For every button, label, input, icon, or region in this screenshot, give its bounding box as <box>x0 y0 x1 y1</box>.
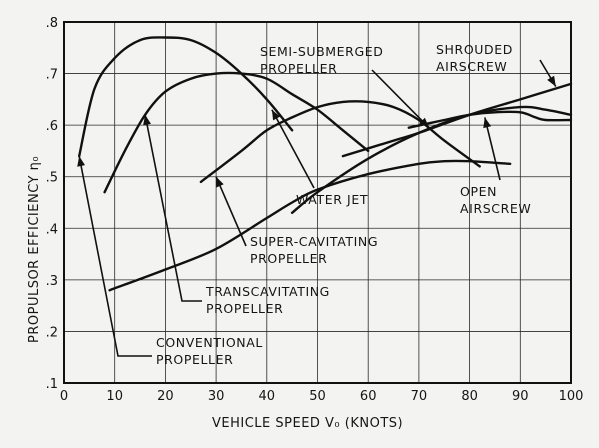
x-tick-label: 90 <box>512 389 529 404</box>
annotation-leader <box>144 114 202 302</box>
annotation-conventional-propeller: CONVENTIONAL PROPELLER <box>156 335 263 367</box>
y-tick-label: .1 <box>46 377 58 392</box>
y-tick-label: .8 <box>46 16 58 31</box>
annotation-arrowhead <box>547 75 556 87</box>
y-tick-label: .6 <box>46 119 58 134</box>
x-tick-label: 30 <box>208 389 225 404</box>
x-tick-label: 40 <box>259 389 276 404</box>
plot-frame <box>63 21 572 384</box>
annotation-arrowhead <box>216 176 224 188</box>
y-tick-label: .3 <box>46 274 58 289</box>
series-curves <box>78 36 573 292</box>
annotation-leader <box>484 117 501 181</box>
x-tick-label: 0 <box>60 389 68 404</box>
annotation-transcavitating-propeller: TRANSCAVITATING PROPELLER <box>205 284 330 316</box>
x-tick-label: 10 <box>106 389 123 404</box>
y-tick-label: .7 <box>46 68 58 83</box>
x-axis-label: VEHICLE SPEED V₀ (KNOTS) <box>212 416 403 431</box>
series-line-conventional-propeller <box>78 36 294 158</box>
x-tick-label: 80 <box>461 389 478 404</box>
x-tick-label: 100 <box>559 389 584 404</box>
x-tick-label: 70 <box>411 389 428 404</box>
series-line-shrouded-airscrew <box>341 82 573 158</box>
series-line-water-jet <box>108 159 512 292</box>
series-line-transcavitating-propeller <box>103 71 370 194</box>
annotation-arrowhead <box>419 117 429 128</box>
x-tick-label: 20 <box>157 389 174 404</box>
annotation-super-cavitating-propeller: SUPER-CAVITATING PROPELLER <box>250 234 378 266</box>
annotation-leader <box>78 155 152 357</box>
series-line-open-airscrew <box>407 110 573 129</box>
annotation-leader <box>215 176 247 247</box>
y-axis-label: PROPULSOR EFFICIENCY η₀ <box>27 156 42 343</box>
x-tick-label: 60 <box>360 389 377 404</box>
annotation-semi-submerged-propeller: SEMI-SUBMERGED PROPELLER <box>260 44 383 76</box>
annotation-arrowhead <box>143 114 151 126</box>
x-tick-label: 50 <box>309 389 326 404</box>
annotation-open-airscrew: OPEN AIRSCREW <box>460 184 531 216</box>
x-tick-labels: 0 10 20 30 40 50 60 70 80 90 100 <box>60 389 584 404</box>
annotation-water-jet: WATER JET <box>296 192 368 207</box>
y-tick-label: .2 <box>46 325 58 340</box>
y-tick-label: .4 <box>46 222 58 237</box>
annotation-arrowhead <box>77 156 85 167</box>
annotation-leaders <box>77 59 557 357</box>
annotation-leader <box>371 69 430 129</box>
annotation-shrouded-airscrew: SHROUDED AIRSCREW <box>436 42 513 74</box>
y-tick-label: .5 <box>46 171 58 186</box>
annotation-arrowhead <box>483 117 492 129</box>
y-tick-labels: .1 .2 .3 .4 .5 .6 .7 .8 <box>46 16 58 392</box>
annotation-labels: CONVENTIONAL PROPELLER TRANSCAVITATING PROP… <box>156 42 531 367</box>
annotation-leader <box>271 109 315 189</box>
annotation-arrowhead <box>271 109 281 121</box>
